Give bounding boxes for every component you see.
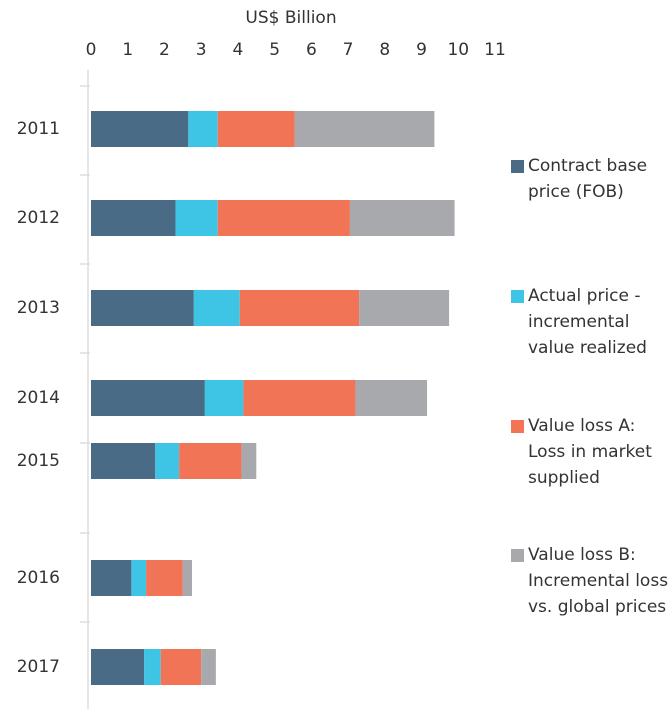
legend-swatch xyxy=(511,160,524,173)
x-tick-label: 2 xyxy=(159,40,170,60)
legend-item: Value loss A: Loss in market supplied xyxy=(511,413,669,491)
legend-item: Contract base price (FOB) xyxy=(511,153,669,205)
x-tick-label: 11 xyxy=(484,40,506,60)
x-tick-label: 9 xyxy=(416,40,427,60)
bar-segment xyxy=(294,111,435,147)
y-tick-label: 2016 xyxy=(17,568,60,588)
bar-segment xyxy=(160,649,202,685)
bar-segment xyxy=(91,111,189,147)
bar-segment xyxy=(91,649,145,685)
bar-segment xyxy=(217,111,295,147)
y-tick-label: 2012 xyxy=(17,208,60,228)
bar-segment xyxy=(355,380,428,416)
legend-swatch xyxy=(511,549,524,562)
y-tick-label: 2015 xyxy=(17,451,60,471)
legend-swatch xyxy=(511,290,524,303)
bar-segment xyxy=(359,290,450,326)
x-tick-label: 4 xyxy=(232,40,243,60)
bar-segment xyxy=(144,649,161,685)
bar-segment xyxy=(91,443,156,479)
bar-segment xyxy=(193,290,240,326)
bar-segment xyxy=(91,560,132,596)
bar-segment xyxy=(243,380,356,416)
legend-label: Contract base price (FOB) xyxy=(528,156,648,202)
x-tick-label: 5 xyxy=(269,40,280,60)
x-tick-label: 8 xyxy=(379,40,390,60)
y-tick-label: 2014 xyxy=(17,388,60,408)
legend-label: Value loss A: Loss in market supplied xyxy=(528,416,652,488)
bar-segment xyxy=(179,443,242,479)
bar-segment xyxy=(91,380,205,416)
y-tick-label: 2017 xyxy=(17,657,60,677)
bar-segment xyxy=(91,200,176,236)
bar-segment xyxy=(217,200,350,236)
y-tick-label: 2013 xyxy=(17,298,60,318)
bar-segment xyxy=(91,290,194,326)
bar-segment xyxy=(155,443,180,479)
legend-item: Actual price - incremental value realize… xyxy=(511,283,669,361)
bar-segment xyxy=(188,111,218,147)
y-tick-label: 2011 xyxy=(17,119,60,139)
bar-segment xyxy=(182,560,192,596)
x-axis-title: US$ Billion xyxy=(245,8,336,28)
bar-segment xyxy=(241,443,257,479)
bar-segment xyxy=(349,200,455,236)
x-tick-label: 0 xyxy=(86,40,97,60)
x-tick-label: 6 xyxy=(306,40,317,60)
legend-swatch xyxy=(511,420,524,433)
bar-segment xyxy=(201,649,216,685)
legend-item: Value loss B: Incremental loss vs. globa… xyxy=(511,542,669,620)
bar-segment xyxy=(131,560,147,596)
x-tick-label: 7 xyxy=(343,40,354,60)
bar-segment xyxy=(204,380,244,416)
bar-segment xyxy=(175,200,218,236)
x-tick-label: 1 xyxy=(122,40,133,60)
bar-segment xyxy=(239,290,360,326)
x-tick-label: 10 xyxy=(447,40,469,60)
bar-segment xyxy=(146,560,183,596)
x-tick-label: 3 xyxy=(196,40,207,60)
legend-label: Actual price - incremental value realize… xyxy=(528,286,647,358)
legend-label: Value loss B: Incremental loss vs. globa… xyxy=(528,545,669,617)
